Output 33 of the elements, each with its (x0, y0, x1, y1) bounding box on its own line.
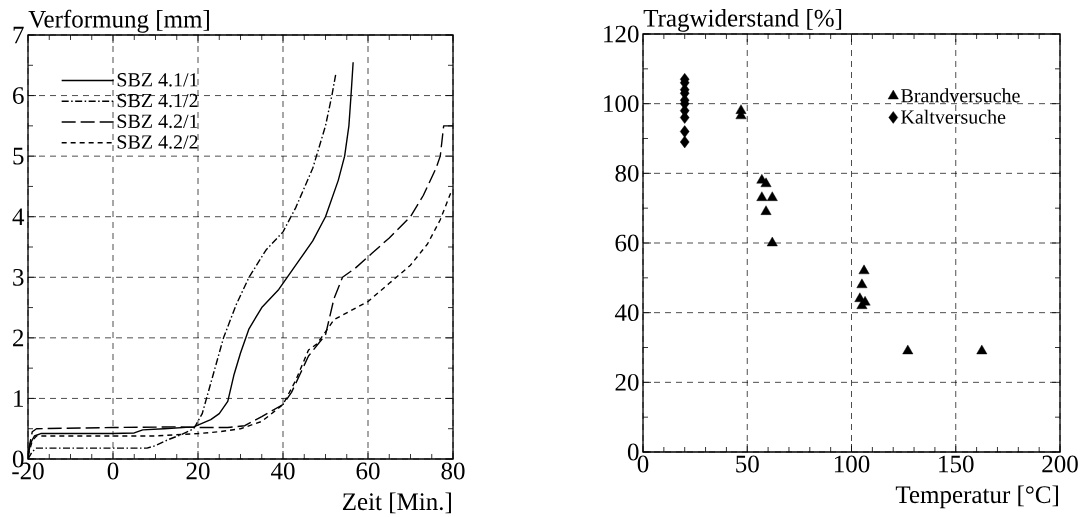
legend-label: SBZ 4.1/2 (117, 93, 198, 108)
y-axis-title: Verformung [mm] (28, 9, 209, 33)
x-tick-label: 150 (939, 455, 974, 473)
x-tick-label: 40 (270, 462, 295, 480)
x-tick-label: 200 (1042, 455, 1078, 473)
y-tick-label: 4 (12, 208, 25, 225)
legend-label: Brandversuche (901, 88, 1020, 103)
x-tick-label: 20 (186, 462, 210, 480)
legend-label: SBZ 4.2/1 (117, 114, 198, 129)
y-tick-label: 0 (627, 443, 639, 461)
x-tick-label: 50 (736, 455, 759, 473)
y-tick-label: 5 (13, 147, 24, 165)
x-tick-label: 80 (441, 462, 465, 480)
x-tick-label: 60 (356, 462, 380, 480)
x-axis-title: Temperatur [°C] (895, 485, 1058, 509)
y-tick-label: 2 (13, 329, 24, 347)
legend-label: SBZ 4.1/1 (117, 73, 198, 87)
y-tick-label: 80 (615, 164, 639, 182)
x-tick-label: 0 (107, 462, 119, 480)
y-tick-label: 6 (13, 87, 24, 104)
y-tick-label: 20 (615, 373, 639, 391)
y-tick-label: 120 (604, 25, 639, 43)
x-tick-label: 100 (834, 455, 870, 473)
y-tick-label: 1 (14, 390, 23, 407)
y-tick-label: 40 (614, 304, 639, 322)
legend-label: SBZ 4.2/2 (117, 135, 198, 149)
y-tick-label: 3 (13, 268, 24, 286)
y-tick-label: 7 (13, 26, 24, 44)
y-tick-label: 100 (604, 95, 639, 113)
x-axis-title: Zeit [Min.] (342, 492, 451, 514)
y-tick-label: 60 (615, 234, 639, 252)
legend-label: Kaltversuche (901, 109, 1006, 124)
y-axis-title: Tragwiderstand [%] (643, 9, 842, 32)
